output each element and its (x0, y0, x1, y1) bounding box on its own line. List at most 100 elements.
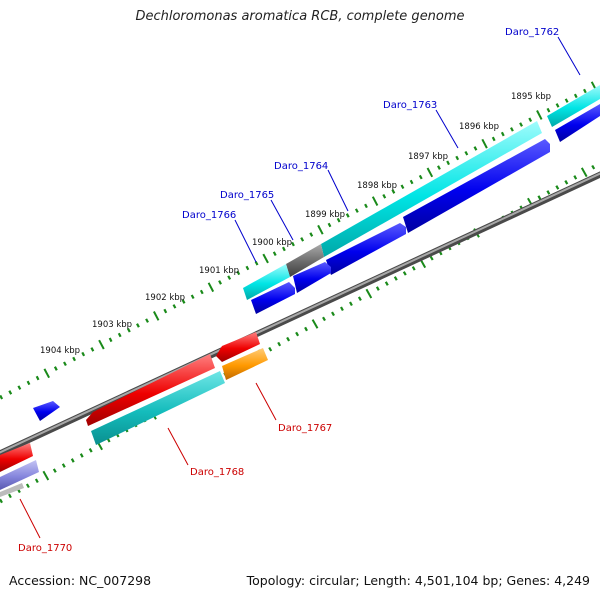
inner-minor-tick (52, 468, 57, 473)
outer-minor-tick (53, 366, 58, 371)
outer-minor-tick (583, 88, 587, 94)
outer-major-tick (153, 311, 160, 321)
outer-minor-tick (546, 107, 551, 113)
inner-minor-tick (411, 266, 416, 271)
outer-minor-tick (391, 189, 396, 194)
genome-summary-text: Topology: circular; Length: 4,501,104 bp… (246, 573, 590, 588)
scale-label-1903: 1903 kbp (92, 320, 132, 330)
reverse-strand-genes (0, 332, 268, 497)
outer-minor-tick (72, 356, 76, 362)
outer-minor-tick (227, 275, 232, 280)
inner-minor-tick (25, 483, 30, 489)
outer-minor-tick (400, 184, 405, 190)
scale-label-1900: 1900 kbp (252, 238, 292, 248)
inner-major-tick (365, 288, 373, 299)
scale-label-1895: 1895 kbp (511, 92, 551, 102)
label-daro-1768[interactable]: Daro_1768 (190, 467, 244, 478)
outer-minor-tick (236, 270, 241, 276)
outer-minor-tick (145, 318, 149, 323)
label-daro-1764[interactable]: Daro_1764 (274, 161, 328, 172)
gene-blue-b[interactable] (403, 139, 550, 233)
inner-tick-track (0, 164, 596, 504)
label-daro-1767[interactable]: Daro_1767 (278, 423, 332, 434)
outer-minor-tick (181, 299, 186, 304)
inner-minor-tick (79, 453, 84, 458)
inner-minor-tick (573, 175, 578, 180)
gene-blue-c[interactable] (326, 223, 406, 275)
inner-minor-tick (277, 341, 282, 347)
outer-minor-tick (300, 237, 305, 242)
gene-blue-a[interactable] (555, 104, 600, 142)
inner-minor-tick (537, 195, 542, 200)
gene-gray-stub[interactable] (0, 483, 24, 497)
outer-minor-tick (81, 351, 86, 357)
gene-daro-1768[interactable] (91, 371, 225, 445)
outer-minor-tick (17, 385, 22, 390)
inner-minor-tick (349, 301, 353, 307)
label-daro-1765[interactable]: Daro_1765 (220, 190, 274, 201)
scale-label-1897: 1897 kbp (408, 152, 448, 162)
outer-major-tick (536, 110, 543, 120)
outer-minor-tick (345, 213, 350, 218)
outer-minor-tick (464, 150, 469, 156)
inner-minor-tick (34, 478, 39, 484)
outer-minor-tick (126, 327, 131, 333)
gene-daro-1767[interactable] (222, 348, 268, 380)
inner-minor-tick (375, 286, 380, 291)
outer-minor-tick (354, 208, 359, 213)
gene-daro-1770[interactable] (0, 460, 39, 490)
outer-minor-tick (555, 103, 560, 108)
outer-minor-tick (409, 179, 414, 185)
outer-minor-tick (63, 361, 67, 367)
forward-inner-genes (33, 104, 600, 421)
label-daro-1770[interactable]: Daro_1770 (18, 543, 72, 554)
gene-red-a[interactable] (216, 332, 260, 362)
gene-blue-f[interactable] (33, 401, 60, 421)
outer-minor-tick (108, 337, 113, 343)
gene-daro-1766[interactable] (243, 264, 290, 300)
outer-major-tick (481, 138, 488, 149)
inner-minor-tick (0, 498, 3, 504)
outer-minor-tick (382, 193, 387, 199)
inner-minor-tick (357, 296, 362, 301)
scale-label-1901: 1901 kbp (199, 266, 239, 276)
outer-major-tick (371, 196, 379, 206)
inner-minor-tick (546, 190, 551, 195)
inner-minor-tick (61, 463, 66, 468)
gene-red-c[interactable] (0, 443, 33, 472)
outer-minor-tick (90, 347, 95, 352)
gene-blue-d[interactable] (293, 262, 331, 293)
outer-minor-tick (573, 93, 578, 99)
inner-minor-tick (331, 311, 335, 317)
gene-daro-1763-1764[interactable] (321, 121, 542, 257)
label-daro-1762[interactable]: Daro_1762 (505, 27, 559, 38)
label-daro-1763[interactable]: Daro_1763 (383, 100, 437, 111)
gene-daro-1765[interactable] (286, 244, 324, 277)
outer-major-tick (426, 167, 434, 178)
outer-major-tick (98, 339, 105, 350)
gene-blue-e[interactable] (251, 282, 295, 314)
outer-minor-tick (254, 260, 259, 266)
outer-minor-tick (172, 304, 177, 309)
inner-minor-tick (555, 185, 560, 190)
inner-minor-tick (591, 164, 596, 170)
scale-label-1904: 1904 kbp (40, 346, 80, 356)
inner-minor-tick (393, 276, 398, 281)
outer-tick-track (0, 81, 598, 400)
label-daro-1766[interactable]: Daro_1766 (182, 210, 236, 221)
inner-minor-tick (70, 458, 75, 463)
gene-labels: Daro_1762 Daro_1763 Daro_1764 Daro_1765 … (18, 27, 559, 554)
outer-minor-tick (8, 390, 13, 395)
gene-red-b[interactable] (86, 354, 215, 426)
inner-minor-tick (322, 316, 326, 322)
outer-minor-tick (418, 174, 423, 180)
outer-minor-tick (364, 203, 368, 209)
gene-daro-1762[interactable] (547, 85, 600, 127)
scale-label-1898: 1898 kbp (357, 181, 397, 191)
inner-minor-tick (286, 336, 291, 342)
inner-minor-tick (384, 281, 389, 286)
inner-minor-tick (88, 448, 93, 453)
outer-minor-tick (528, 117, 533, 123)
outer-minor-tick (272, 251, 277, 257)
outer-minor-tick (35, 375, 40, 381)
